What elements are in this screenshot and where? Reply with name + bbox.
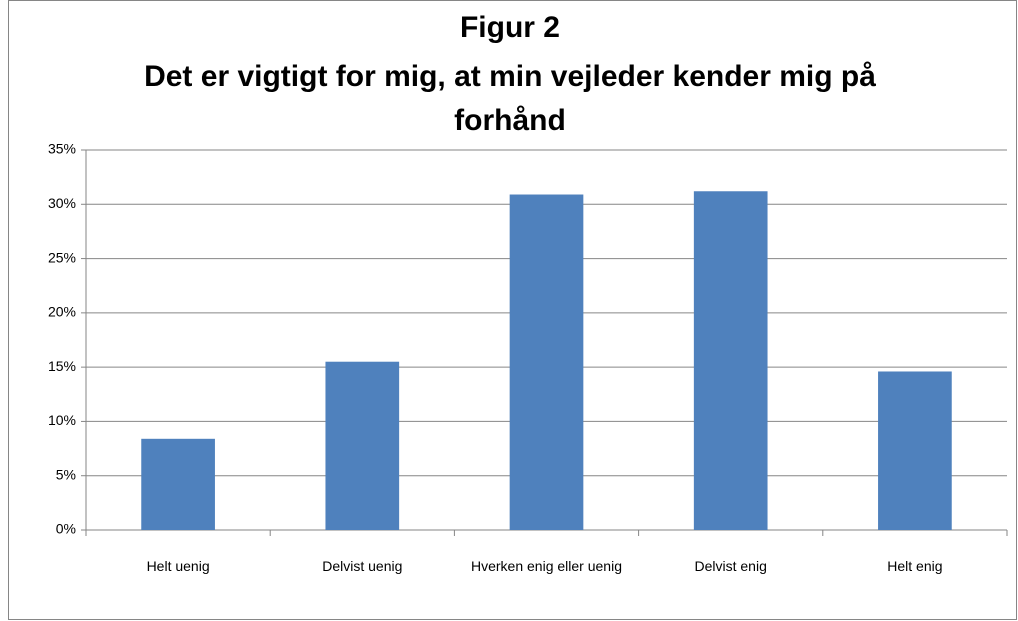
bar bbox=[878, 371, 952, 530]
y-tick-label: 0% bbox=[56, 521, 76, 537]
bar bbox=[693, 191, 768, 530]
y-tick-label: 10% bbox=[48, 412, 76, 428]
y-tick-label: 35% bbox=[48, 141, 76, 157]
x-tick-label: Helt enig bbox=[887, 558, 943, 574]
chart-title: Figur 2 bbox=[459, 11, 560, 44]
x-tick-label: Delvist uenig bbox=[322, 558, 403, 574]
y-tick-label: 5% bbox=[56, 466, 76, 482]
bar bbox=[325, 361, 400, 530]
bar bbox=[141, 438, 215, 530]
y-tick-label: 30% bbox=[48, 195, 76, 211]
y-tick-label: 25% bbox=[48, 249, 76, 265]
y-tick-label: 20% bbox=[48, 304, 76, 320]
x-tick-label: Hverken enig eller uenig bbox=[471, 558, 622, 574]
x-tick-label: Helt uenig bbox=[146, 558, 210, 574]
chart-border bbox=[8, 0, 1017, 620]
bar bbox=[509, 194, 584, 530]
chart-subtitle: Det er vigtigt for mig, at min vejleder … bbox=[144, 60, 876, 137]
y-tick-label: 15% bbox=[48, 358, 76, 374]
x-tick-label: Delvist enig bbox=[694, 558, 767, 574]
